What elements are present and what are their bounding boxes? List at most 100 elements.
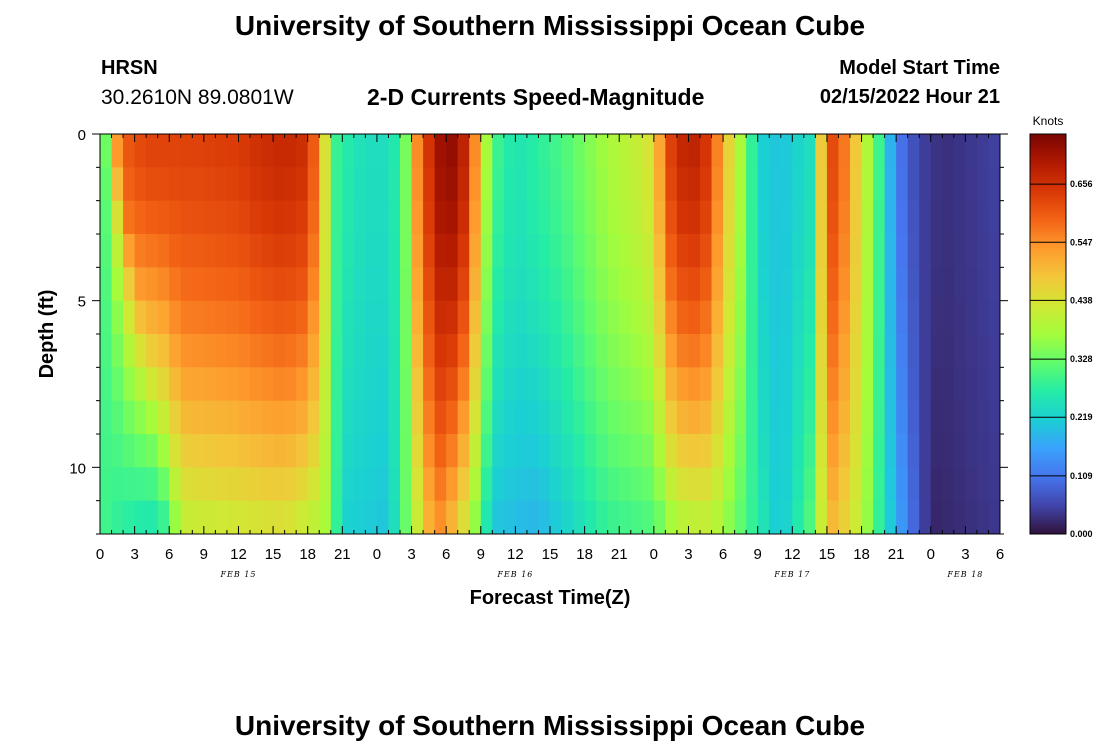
x-axis: 0 3 6 9 12 15 18 21 0 3 6 9 12 15 18 21 0 3 6 9 12 15 18 21 0 3 6 F… [96, 134, 1004, 579]
heatmap-cell [261, 134, 274, 168]
heatmap-cell [203, 334, 216, 368]
heatmap-cell [688, 267, 701, 302]
heatmap-cell [157, 467, 170, 502]
heatmap-cell [561, 267, 574, 302]
heatmap-cell [850, 434, 862, 468]
heatmap-cell [146, 167, 159, 202]
heatmap-cell [226, 167, 239, 202]
heatmap-cell [261, 467, 274, 502]
heatmap-cell [123, 434, 136, 468]
heatmap-cell [861, 234, 874, 268]
colorbar-tick-label: 0.547 [1070, 237, 1093, 247]
heatmap-cell [780, 134, 793, 168]
heatmap-cell [273, 467, 286, 502]
heatmap-cell [584, 134, 597, 168]
heatmap-cell [365, 134, 378, 168]
heatmap-cell [169, 300, 182, 335]
heatmap-cell [838, 267, 851, 302]
heatmap-cell [850, 134, 862, 168]
heatmap-cell [180, 467, 193, 502]
heatmap-cell [307, 234, 320, 268]
heatmap-cell [307, 400, 320, 435]
heatmap-cell [976, 500, 989, 535]
heatmap-cell [100, 200, 112, 235]
heatmap-cell [342, 500, 355, 535]
heatmap-cell [192, 467, 205, 502]
heatmap-cell [526, 300, 539, 335]
heatmap-cell [711, 434, 724, 468]
heatmap-cell [550, 367, 562, 402]
heatmap-cell [111, 300, 124, 335]
heatmap-cell [723, 300, 736, 335]
heatmap-cell [907, 434, 920, 468]
heatmap-cell [861, 134, 874, 168]
heatmap-cell [596, 134, 609, 168]
heatmap-cell [492, 467, 505, 502]
heatmap-cell [342, 134, 355, 168]
heatmap-cell [134, 234, 147, 268]
heatmap-cell [919, 367, 932, 402]
heatmap-cell [942, 267, 955, 302]
heatmap-cell [111, 467, 124, 502]
heatmap-cell [319, 500, 332, 535]
heatmap-cell [953, 500, 966, 535]
heatmap-cell [226, 267, 239, 302]
heatmap-cell [723, 167, 736, 202]
heatmap-cell [792, 167, 805, 202]
heatmap-cell [723, 434, 736, 468]
heatmap-cell [596, 234, 609, 268]
heatmap-cell [965, 134, 978, 168]
heatmap-cell [469, 234, 482, 268]
heatmap-cell [642, 200, 655, 235]
heatmap-cell [884, 400, 897, 435]
heatmap-cell [503, 367, 516, 402]
heatmap-cell [930, 367, 943, 402]
heatmap-cell [238, 300, 251, 335]
heatmap-cell [342, 234, 355, 268]
heatmap-cell [273, 234, 286, 268]
heatmap-cell [665, 267, 678, 302]
heatmap-cell [757, 467, 770, 502]
heatmap-cell [492, 234, 505, 268]
heatmap-cell [365, 434, 378, 468]
heatmap-cell [826, 334, 839, 368]
heatmap-cell [215, 367, 228, 402]
y-tick-label: 0 [78, 127, 86, 144]
heatmap-cell [884, 234, 897, 268]
heatmap-cell [896, 234, 909, 268]
heatmap-cell [561, 434, 574, 468]
heatmap-cell [688, 300, 701, 335]
heatmap-cell [642, 467, 655, 502]
heatmap-cell [711, 500, 724, 535]
heatmap-cell [423, 400, 436, 435]
heatmap-cell [896, 400, 909, 435]
heatmap-cell [653, 434, 666, 468]
heatmap-cell [342, 167, 355, 202]
heatmap-cell [192, 434, 205, 468]
heatmap-cell [446, 267, 459, 302]
heatmap-cell [261, 500, 274, 535]
heatmap-cell [676, 334, 689, 368]
heatmap-cell [469, 300, 482, 335]
heatmap-cell [573, 467, 586, 502]
heatmap-cell [815, 267, 828, 302]
heatmap-cell [907, 200, 920, 235]
heatmap-cell [330, 267, 343, 302]
heatmap-cell [261, 334, 274, 368]
heatmap-cell [884, 300, 897, 335]
heatmap-cell [561, 300, 574, 335]
heatmap-cell [411, 300, 424, 335]
heatmap-cell [146, 434, 159, 468]
heatmap-cell [896, 134, 909, 168]
heatmap-cell [561, 500, 574, 535]
heatmap-cell [780, 367, 793, 402]
heatmap-cell [515, 467, 528, 502]
heatmap-cell [930, 300, 943, 335]
heatmap-cell [492, 334, 505, 368]
date-label: FEB 18 [946, 570, 983, 579]
heatmap-cell [238, 167, 251, 202]
heatmap-cell [457, 400, 470, 435]
heatmap-cell [526, 367, 539, 402]
x-tick-label: 21 [888, 546, 905, 563]
heatmap-cell [192, 267, 205, 302]
